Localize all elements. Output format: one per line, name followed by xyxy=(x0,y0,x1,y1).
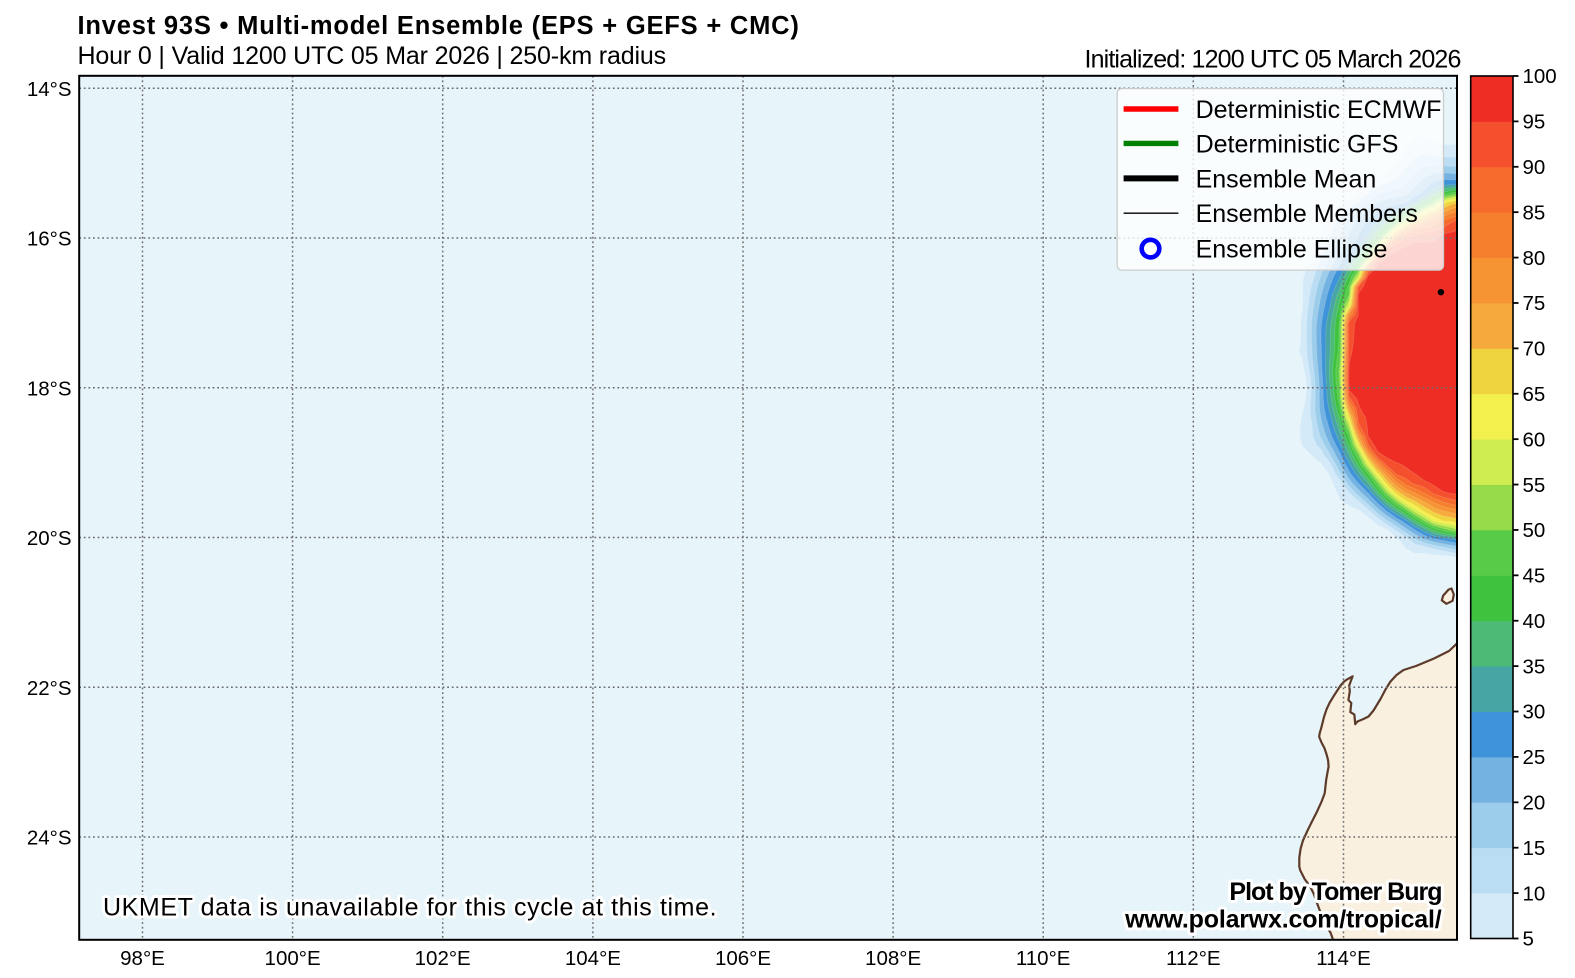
svg-text:70: 70 xyxy=(1523,338,1546,361)
svg-text:25: 25 xyxy=(1523,746,1546,769)
svg-text:Deterministic GFS: Deterministic GFS xyxy=(1196,130,1399,158)
svg-text:www.polarwx.com/tropical/: www.polarwx.com/tropical/ xyxy=(1124,906,1442,934)
svg-text:55: 55 xyxy=(1523,474,1546,497)
svg-text:75: 75 xyxy=(1523,292,1546,315)
svg-text:20: 20 xyxy=(1523,792,1546,815)
svg-text:114°E: 114°E xyxy=(1316,947,1371,970)
svg-text:10: 10 xyxy=(1523,882,1546,905)
svg-text:80: 80 xyxy=(1523,247,1546,270)
svg-text:UKMET data is unavailable for: UKMET data is unavailable for this cycle… xyxy=(103,894,717,922)
svg-text:14°S: 14°S xyxy=(27,78,72,101)
svg-text:60: 60 xyxy=(1523,428,1546,451)
svg-text:Plot by Tomer Burg: Plot by Tomer Burg xyxy=(1229,878,1441,906)
svg-text:98°E: 98°E xyxy=(120,947,165,970)
svg-text:Invest 93S • Multi-model Ensem: Invest 93S • Multi-model Ensemble (EPS +… xyxy=(78,12,800,40)
svg-text:18°S: 18°S xyxy=(27,377,72,400)
svg-text:104°E: 104°E xyxy=(565,947,621,970)
svg-text:15: 15 xyxy=(1523,837,1546,860)
svg-text:65: 65 xyxy=(1523,383,1546,406)
svg-text:106°E: 106°E xyxy=(715,947,771,970)
svg-text:50: 50 xyxy=(1523,519,1546,542)
svg-text:85: 85 xyxy=(1523,201,1546,224)
svg-text:95: 95 xyxy=(1523,111,1546,134)
svg-text:22°S: 22°S xyxy=(27,677,72,700)
svg-text:45: 45 xyxy=(1523,565,1546,588)
svg-text:112°E: 112°E xyxy=(1166,947,1221,970)
svg-text:Initialized: 1200 UTC 05 March: Initialized: 1200 UTC 05 March 2026 xyxy=(1084,46,1460,74)
svg-text:20°S: 20°S xyxy=(27,527,72,550)
svg-text:110°E: 110°E xyxy=(1016,947,1071,970)
svg-text:24°S: 24°S xyxy=(27,827,72,850)
svg-text:30: 30 xyxy=(1523,701,1546,724)
svg-text:108°E: 108°E xyxy=(865,947,921,970)
svg-text:Ensemble Ellipse: Ensemble Ellipse xyxy=(1196,236,1388,264)
svg-text:5: 5 xyxy=(1523,928,1534,951)
svg-text:102°E: 102°E xyxy=(415,947,471,970)
svg-text:100: 100 xyxy=(1523,65,1557,88)
svg-text:90: 90 xyxy=(1523,156,1546,179)
svg-text:16°S: 16°S xyxy=(27,228,72,251)
svg-text:35: 35 xyxy=(1523,655,1546,678)
svg-text:Hour 0 | Valid 1200 UTC 05 Mar: Hour 0 | Valid 1200 UTC 05 Mar 2026 | 25… xyxy=(78,42,667,70)
svg-text:40: 40 xyxy=(1523,610,1546,633)
svg-text:Deterministic ECMWF: Deterministic ECMWF xyxy=(1196,96,1442,124)
svg-text:Ensemble Mean: Ensemble Mean xyxy=(1196,165,1377,193)
svg-text:Ensemble Members: Ensemble Members xyxy=(1196,200,1418,228)
svg-text:100°E: 100°E xyxy=(265,947,321,970)
